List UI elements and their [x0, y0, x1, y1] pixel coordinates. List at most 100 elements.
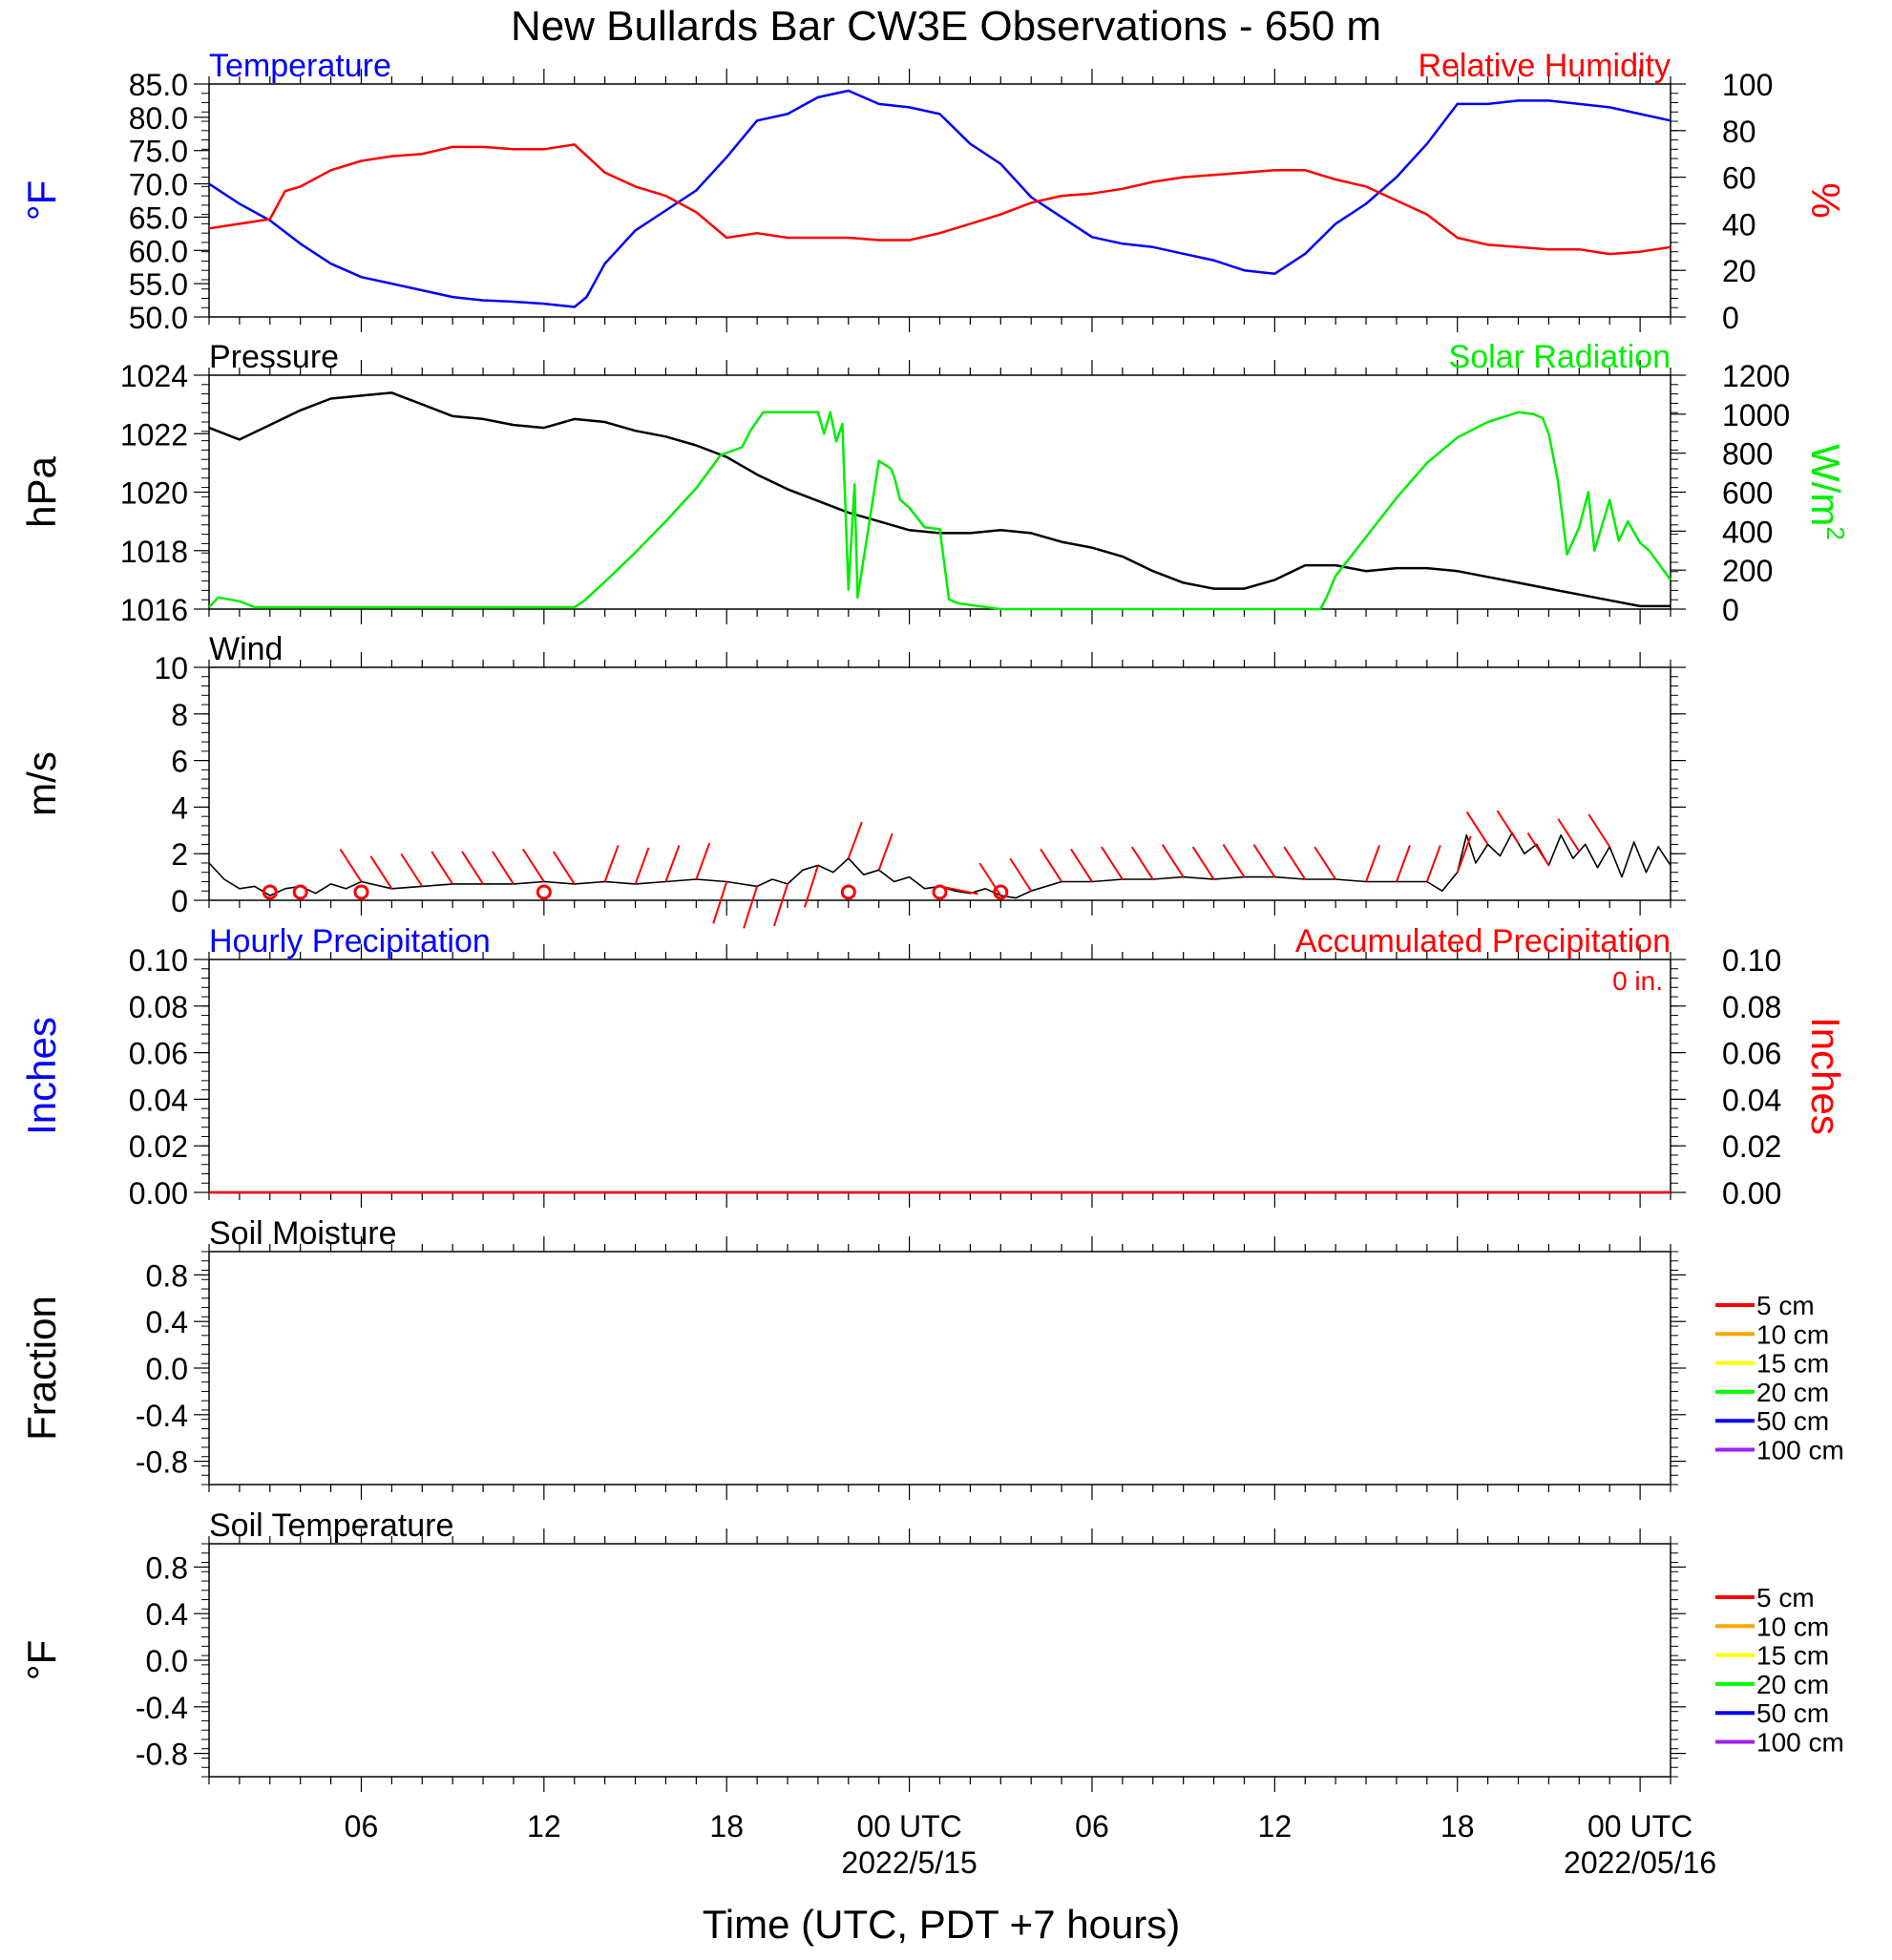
wind-barb	[1222, 844, 1246, 878]
legend-label: 15 cm	[1756, 1641, 1829, 1671]
y-axis-label-left: m/s	[19, 751, 64, 816]
wind-barb	[978, 862, 1002, 896]
x-tick-label: 06	[1075, 1809, 1109, 1844]
y-tick-label-right: 200	[1722, 554, 1773, 588]
x-tick-label: 00 UTC	[856, 1809, 961, 1844]
wind-barb	[1191, 846, 1215, 880]
series-line-wind	[208, 832, 1671, 899]
wind-barb	[1161, 844, 1185, 878]
wind-barb	[1314, 846, 1336, 880]
plot-frame	[208, 666, 1671, 901]
wind-barb	[1526, 832, 1550, 866]
panels: 50.055.060.065.070.075.080.085.002040608…	[19, 48, 1850, 1792]
wind-barb	[461, 851, 484, 885]
y-tick-label: 0.04	[129, 1083, 188, 1117]
series-line-temperature	[208, 89, 1671, 308]
plot-frame	[208, 374, 1671, 610]
y-tick-label-right: 0	[1722, 593, 1739, 627]
y-tick-label-right: 800	[1722, 437, 1773, 472]
wind-barb	[1465, 811, 1489, 845]
legend-label: 50 cm	[1756, 1698, 1829, 1728]
y-axis-label-right: Inches	[1803, 1017, 1848, 1135]
y-tick-label-right: 60	[1722, 161, 1756, 196]
y-axis-label-right: %	[1803, 182, 1848, 218]
calm-wind-marker	[536, 884, 552, 900]
legend-label: 50 cm	[1756, 1406, 1829, 1436]
panel-title-left: Soil Temperature	[209, 1507, 453, 1544]
y-tick-label: 80.0	[129, 101, 188, 136]
calm-wind-marker	[262, 884, 278, 900]
y-tick-label: 1016	[120, 593, 188, 627]
x-tick-label: 06	[345, 1809, 379, 1844]
series-line-pressure	[208, 391, 1671, 608]
panel-4: -0.8 -0.4 0.0 0.4 0.8 Soil Moisture Fraction 5 …	[19, 1215, 1844, 1500]
series-line-relative-humidity	[208, 143, 1671, 256]
panel-1: 1016 1018 1020 1022 1024 0 200 400 600 800 1000 120…	[19, 339, 1850, 627]
panel-title-left: Temperature	[209, 48, 391, 84]
wind-barb	[492, 851, 515, 885]
panel-title-left: Soil Moisture	[209, 1215, 397, 1252]
y-axis-label-right-text: W/m	[1803, 444, 1848, 526]
chart-title: New Bullards Bar CW3E Observations - 650…	[511, 3, 1381, 50]
y-tick-label: 55.0	[129, 267, 188, 302]
wind-barb	[695, 842, 711, 880]
panel-title-left: Wind	[209, 631, 283, 667]
calm-wind-marker	[993, 884, 1009, 900]
y-tick-label: 4	[171, 790, 188, 825]
x-tick-label: 00 UTC	[1587, 1809, 1692, 1844]
y-tick-label-right: 400	[1722, 515, 1773, 549]
wind-barb	[339, 848, 363, 883]
y-tick-label: 60.0	[129, 234, 188, 268]
y-tick-label: 65.0	[129, 200, 188, 235]
y-tick-label: 0.0	[146, 1644, 188, 1678]
y-axis-label-right-text: Inches	[1803, 1017, 1848, 1135]
plot-frame	[208, 83, 1671, 318]
y-tick-label: 0.4	[146, 1597, 188, 1632]
wind-barb	[603, 845, 620, 882]
y-tick-label: 0.02	[129, 1129, 188, 1164]
y-tick-label: -0.4	[136, 1691, 188, 1725]
x-tick-label: 18	[709, 1809, 744, 1844]
legend-label: 100 cm	[1756, 1436, 1844, 1465]
panel-0: 50.055.060.065.070.075.080.085.0 0 20 40 60 8…	[19, 48, 1848, 335]
x-date-label: 2022/05/16	[1564, 1845, 1716, 1880]
y-tick-label-right: 0.10	[1722, 943, 1781, 978]
y-tick-label: 0	[171, 884, 188, 918]
y-tick-label: 1024	[120, 359, 188, 393]
wind-barb	[1101, 846, 1124, 880]
y-tick-label-right: 0.02	[1722, 1129, 1781, 1164]
calm-wind-marker	[840, 884, 856, 900]
y-tick-label: 6	[171, 745, 188, 779]
x-date-label: 2022/5/15	[841, 1845, 977, 1880]
wind-barb	[1283, 846, 1307, 880]
y-tick-label: 8	[171, 698, 188, 732]
y-tick-label: 1020	[120, 476, 188, 511]
wind-barb	[522, 848, 545, 883]
y-axis-label-right: W/m2	[1803, 444, 1850, 540]
y-axis-label-right-sup: 2	[1821, 526, 1850, 539]
y-tick-label-right: 40	[1722, 207, 1756, 242]
legend-label: 5 cm	[1756, 1583, 1815, 1612]
wind-barb	[1557, 818, 1581, 853]
y-tick-label-right: 0.08	[1722, 990, 1781, 1024]
legend-label: 15 cm	[1756, 1349, 1829, 1379]
wind-barb	[1070, 848, 1093, 883]
y-tick-label: 10	[154, 651, 188, 685]
y-tick-label: 0.8	[146, 1258, 188, 1293]
y-axis-label-left: Fraction	[19, 1296, 64, 1441]
y-tick-label: 0.00	[129, 1176, 188, 1211]
y-axis-label-left: hPa	[19, 455, 64, 527]
y-tick-label: 85.0	[129, 68, 188, 102]
calm-wind-marker	[353, 884, 369, 900]
wind-barb	[1496, 810, 1520, 844]
y-tick-label-right: 0.06	[1722, 1037, 1781, 1071]
y-tick-label-right: 1200	[1722, 359, 1790, 393]
wind-barb	[803, 865, 819, 908]
y-tick-label-right: 100	[1722, 68, 1773, 102]
wind-barb	[1365, 845, 1380, 882]
y-tick-label-right: 1000	[1722, 398, 1790, 432]
panel-3: 0.00 0.02 0.04 0.06 0.08 0.10 0.00 0.02 0.04 0.06…	[19, 923, 1848, 1211]
